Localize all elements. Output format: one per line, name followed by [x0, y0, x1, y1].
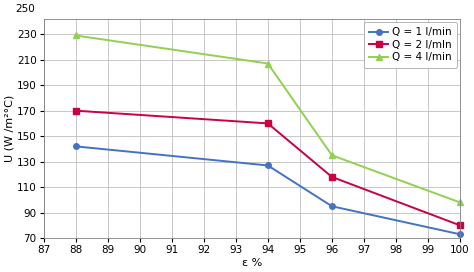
Line: Q = 2 l/mln: Q = 2 l/mln — [73, 108, 463, 228]
Y-axis label: U (W /m²°C): U (W /m²°C) — [4, 95, 14, 162]
Q = 1 l/min — [329, 205, 335, 208]
Q = 2 l/mln — [265, 122, 271, 125]
Q = 2 l/mln — [457, 224, 463, 227]
Line: Q = 1 l/min: Q = 1 l/min — [73, 144, 463, 237]
Q = 2 l/mln — [73, 109, 79, 112]
Text: 250: 250 — [16, 4, 35, 14]
Q = 2 l/mln — [329, 175, 335, 179]
X-axis label: ε %: ε % — [242, 258, 262, 268]
Q = 1 l/min — [73, 145, 79, 148]
Q = 4 l/min — [329, 154, 335, 157]
Q = 4 l/min — [265, 62, 271, 65]
Q = 1 l/min — [457, 233, 463, 236]
Legend: Q = 1 l/min, Q = 2 l/mln, Q = 4 l/min: Q = 1 l/min, Q = 2 l/mln, Q = 4 l/min — [364, 22, 457, 68]
Q = 1 l/min — [265, 164, 271, 167]
Line: Q = 4 l/min: Q = 4 l/min — [72, 32, 464, 206]
Q = 4 l/min — [73, 34, 79, 37]
Q = 4 l/min — [457, 201, 463, 204]
